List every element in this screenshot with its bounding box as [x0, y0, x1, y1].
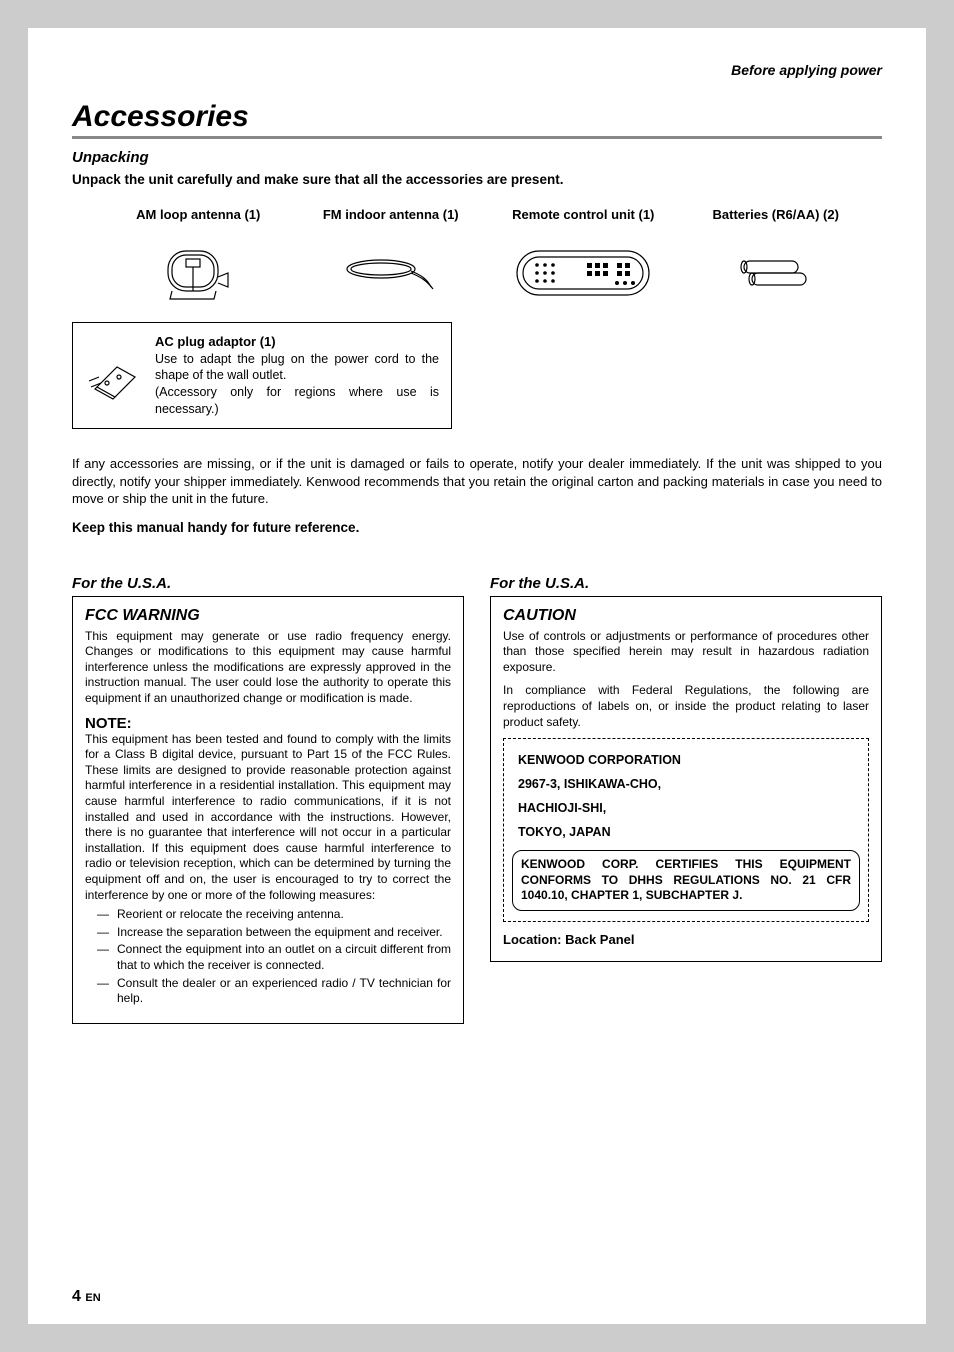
measure-3: Connect the equipment into an outlet on … [97, 942, 451, 973]
keep-manual: Keep this manual handy for future refere… [72, 520, 882, 535]
adaptor-line1: Use to adapt the plug on the power cord … [155, 351, 439, 385]
am-antenna-icon [158, 238, 238, 308]
adaptor-line2: (Accessory only for regions where use is… [155, 384, 439, 418]
certification: KENWOOD CORP. CERTIFIES THIS EQUIPMENT C… [512, 850, 860, 911]
right-col: For the U.S.A. CAUTION Use of controls o… [490, 575, 882, 1024]
fcc-p1: This equipment may generate or use radio… [85, 629, 451, 707]
page: Before applying power Accessories Unpack… [28, 28, 926, 1324]
left-col-head: For the U.S.A. [72, 575, 464, 592]
fcc-box: FCC WARNING This equipment may generate … [72, 596, 464, 1024]
corp-line2: 2967-3, ISHIKAWA-CHO, [518, 773, 860, 797]
acc-am-label: AM loop antenna (1) [136, 207, 260, 222]
acc-am: AM loop antenna (1) [102, 207, 295, 308]
adaptor-title: AC plug adaptor (1) [155, 333, 439, 351]
page-number: 4 EN [72, 1288, 101, 1306]
corp-line1: KENWOOD CORPORATION [518, 749, 860, 773]
missing-accessories-para: If any accessories are missing, or if th… [72, 455, 882, 508]
caution-p1: Use of controls or adjustments or perfor… [503, 629, 869, 676]
acc-remote-label: Remote control unit (1) [512, 207, 654, 222]
adaptor-text: AC plug adaptor (1) Use to adapt the plu… [155, 333, 439, 418]
measure-4: Consult the dealer or an experienced rad… [97, 976, 451, 1007]
page-number-lang: EN [85, 1292, 100, 1304]
fcc-heading: FCC WARNING [85, 607, 451, 625]
acc-remote: Remote control unit (1) [487, 207, 680, 308]
two-columns: For the U.S.A. FCC WARNING This equipmen… [72, 575, 882, 1024]
remote-icon [513, 238, 653, 308]
right-col-head: For the U.S.A. [490, 575, 882, 592]
corp-address: KENWOOD CORPORATION 2967-3, ISHIKAWA-CHO… [512, 749, 860, 844]
corp-line3: HACHIOJI-SHI, [518, 797, 860, 821]
fcc-p2: This equipment has been tested and found… [85, 732, 451, 904]
label-location: Location: Back Panel [503, 932, 869, 947]
page-title: Accessories [72, 100, 882, 139]
page-number-digit: 4 [72, 1288, 81, 1305]
measure-1: Reorient or relocate the receiving anten… [97, 907, 451, 923]
caution-box: CAUTION Use of controls or adjustments o… [490, 596, 882, 962]
label-reproduction: KENWOOD CORPORATION 2967-3, ISHIKAWA-CHO… [503, 738, 869, 922]
acc-fm-label: FM indoor antenna (1) [323, 207, 459, 222]
acc-batt-label: Batteries (R6/AA) (2) [713, 207, 839, 222]
batteries-icon [736, 238, 816, 308]
adaptor-box: AC plug adaptor (1) Use to adapt the plu… [72, 322, 452, 429]
unpacking-heading: Unpacking [72, 149, 882, 166]
measure-2: Increase the separation between the equi… [97, 925, 451, 941]
unpacking-instruction: Unpack the unit carefully and make sure … [72, 172, 882, 187]
note-heading: NOTE: [85, 715, 451, 732]
accessory-row: AM loop antenna (1) FM indoor antenna (1… [102, 207, 872, 308]
caution-heading: CAUTION [503, 607, 869, 625]
section-running-head: Before applying power [72, 62, 882, 78]
left-col: For the U.S.A. FCC WARNING This equipmen… [72, 575, 464, 1024]
plug-adaptor-icon [85, 333, 145, 418]
corp-line4: TOKYO, JAPAN [518, 821, 860, 845]
acc-fm: FM indoor antenna (1) [295, 207, 488, 308]
caution-p2: In compliance with Federal Regulations, … [503, 683, 869, 730]
fm-antenna-icon [341, 238, 441, 308]
acc-batteries: Batteries (R6/AA) (2) [680, 207, 873, 308]
fcc-measures: Reorient or relocate the receiving anten… [97, 907, 451, 1007]
